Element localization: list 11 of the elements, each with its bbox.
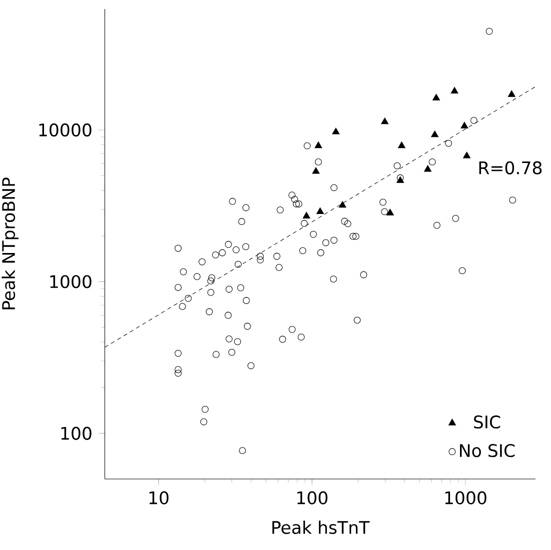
y-tick-label: 100 [61, 426, 92, 440]
legend-label: SIC [474, 415, 500, 429]
x-tick-label: 1000 [445, 491, 486, 504]
x-tick-label: 100 [297, 491, 328, 504]
annotation: R=0.78 [479, 161, 542, 174]
y-tick-label: 1000 [50, 275, 92, 288]
y-tick-label: 10000 [39, 123, 92, 136]
x-axis-title: Peak hsTnT [272, 520, 370, 534]
y-axis-title: Peak NTproBNP [2, 178, 18, 310]
legend-label: No SIC [460, 444, 515, 458]
x-tick-label: 10 [149, 491, 168, 504]
